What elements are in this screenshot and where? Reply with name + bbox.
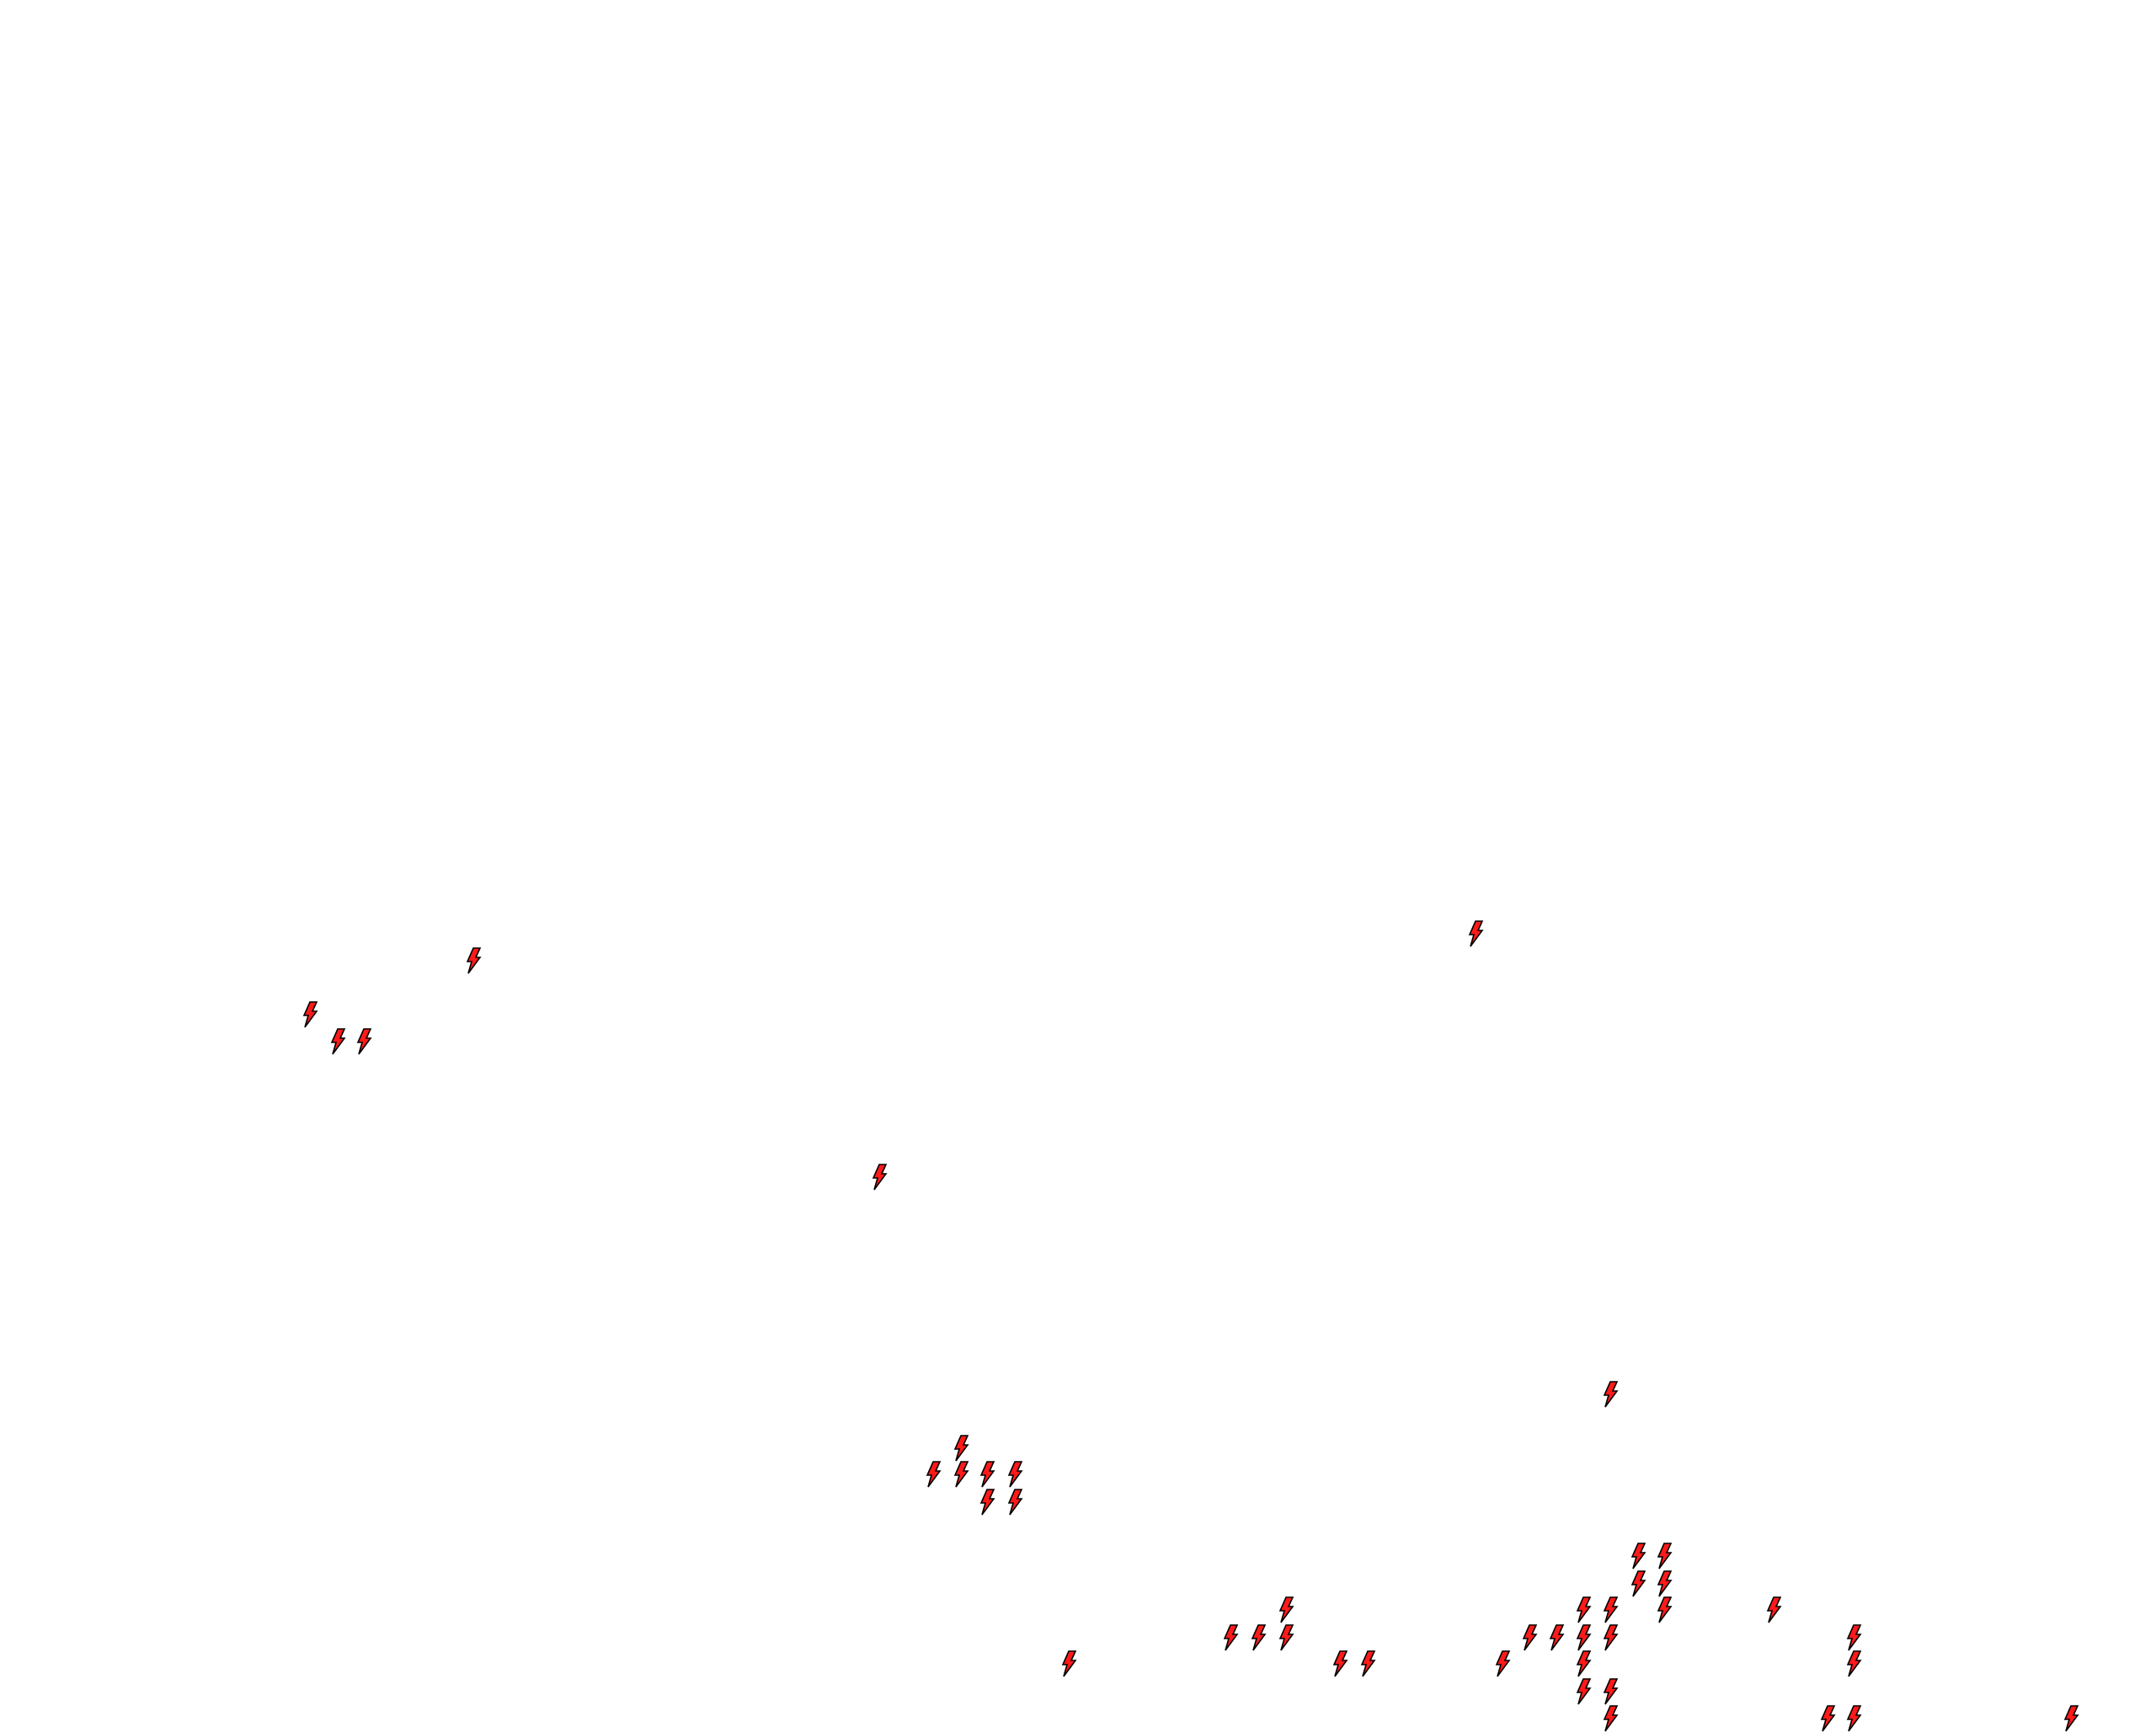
lightning-marker[interactable] <box>1549 1623 1566 1651</box>
lightning-bolt-icon <box>1847 1623 1862 1651</box>
lightning-marker[interactable] <box>1603 1705 1620 1732</box>
lightning-bolt-icon <box>1550 1623 1566 1651</box>
lightning-marker[interactable] <box>1223 1623 1240 1651</box>
lightning-bolt-icon <box>1332 1649 1348 1677</box>
lightning-marker[interactable] <box>1657 1596 1673 1623</box>
lightning-marker[interactable] <box>1468 920 1485 947</box>
lightning-bolt-icon <box>330 1028 346 1055</box>
lightning-marker[interactable] <box>872 1164 889 1191</box>
lightning-marker[interactable] <box>979 1461 996 1488</box>
lightning-bolt-icon <box>1766 1596 1782 1623</box>
lightning-marker[interactable] <box>1576 1596 1593 1623</box>
lightning-marker[interactable] <box>1278 1623 1295 1651</box>
lightning-marker[interactable] <box>979 1488 996 1516</box>
lightning-bolt-icon <box>953 1461 969 1488</box>
lightning-bolt-icon <box>1604 1596 1620 1623</box>
lightning-bolt-icon <box>1631 1569 1646 1597</box>
lightning-bolt-icon <box>1007 1488 1023 1516</box>
lightning-bolt-icon <box>873 1164 888 1191</box>
lightning-bolt-icon <box>980 1461 995 1488</box>
lightning-bolt-icon <box>1576 1677 1592 1705</box>
lightning-marker[interactable] <box>1576 1677 1593 1705</box>
lightning-marker[interactable] <box>1495 1649 1512 1677</box>
lightning-bolt-icon <box>1278 1596 1294 1623</box>
lightning-marker[interactable] <box>1657 1542 1673 1569</box>
lightning-marker[interactable] <box>1522 1623 1539 1651</box>
lightning-bolt-icon <box>1847 1649 1862 1677</box>
lightning-bolt-icon <box>356 1028 372 1055</box>
lightning-marker[interactable] <box>1576 1649 1593 1677</box>
lightning-marker[interactable] <box>953 1434 970 1462</box>
lightning-bolt-icon <box>1496 1649 1512 1677</box>
lightning-marker[interactable] <box>953 1461 970 1488</box>
lightning-bolt-icon <box>1576 1623 1592 1651</box>
lightning-marker[interactable] <box>1603 1596 1620 1623</box>
lightning-marker[interactable] <box>1846 1623 1863 1651</box>
lightning-bolt-icon <box>1278 1623 1294 1651</box>
lightning-marker[interactable] <box>1820 1705 1837 1732</box>
lightning-bolt-icon <box>1576 1649 1592 1677</box>
lightning-marker[interactable] <box>1630 1569 1647 1597</box>
lightning-marker[interactable] <box>330 1028 347 1055</box>
lightning-bolt-icon <box>1061 1649 1077 1677</box>
lightning-marker[interactable] <box>1603 1677 1620 1705</box>
lightning-bolt-icon <box>1604 1677 1620 1705</box>
lightning-marker[interactable] <box>1278 1596 1295 1623</box>
lightning-marker[interactable] <box>1630 1542 1647 1569</box>
lightning-bolt-icon <box>1631 1542 1646 1569</box>
lightning-marker[interactable] <box>1360 1649 1377 1677</box>
lightning-bolt-icon <box>302 1000 318 1027</box>
lightning-marker[interactable] <box>1846 1649 1863 1677</box>
lightning-bolt-icon <box>1007 1461 1023 1488</box>
lightning-bolt-icon <box>1604 1705 1620 1732</box>
lightning-bolt-icon <box>1251 1623 1267 1651</box>
lightning-marker[interactable] <box>356 1028 373 1055</box>
lightning-marker[interactable] <box>1576 1623 1593 1651</box>
lightning-bolt-icon <box>1604 1623 1620 1651</box>
lightning-marker[interactable] <box>1007 1461 1024 1488</box>
lightning-bolt-icon <box>1360 1649 1376 1677</box>
lightning-bolt-icon <box>1223 1623 1239 1651</box>
lightning-marker[interactable] <box>1007 1488 1024 1516</box>
lightning-marker[interactable] <box>1846 1705 1863 1732</box>
lightning-marker[interactable] <box>1657 1569 1673 1597</box>
lightning-bolt-icon <box>466 946 482 973</box>
lightning-bolt-icon <box>1657 1596 1673 1623</box>
lightning-marker[interactable] <box>1603 1623 1620 1651</box>
lightning-marker[interactable] <box>466 946 483 974</box>
lightning-marker[interactable] <box>1251 1623 1267 1651</box>
lightning-bolt-icon <box>1522 1623 1538 1651</box>
lightning-marker[interactable] <box>2063 1705 2080 1732</box>
lightning-marker[interactable] <box>1061 1649 1078 1677</box>
lightning-bolt-icon <box>2063 1705 2079 1732</box>
lightning-marker[interactable] <box>302 1000 319 1028</box>
lightning-marker[interactable] <box>1603 1380 1620 1408</box>
lightning-bolt-icon <box>1604 1380 1620 1408</box>
lightning-bolt-icon <box>1847 1705 1862 1732</box>
lightning-bolt-icon <box>980 1488 995 1516</box>
lightning-bolt-icon <box>953 1434 969 1462</box>
lightning-bolt-icon <box>1820 1705 1836 1732</box>
lightning-bolt-icon <box>1657 1542 1673 1569</box>
lightning-marker[interactable] <box>1332 1649 1349 1677</box>
lightning-bolt-icon <box>1576 1596 1592 1623</box>
lightning-marker[interactable] <box>926 1461 942 1488</box>
lightning-bolt-icon <box>1468 920 1484 947</box>
lightning-bolt-icon <box>926 1461 942 1488</box>
lightning-marker[interactable] <box>1766 1596 1783 1623</box>
lightning-bolt-icon <box>1657 1569 1673 1597</box>
